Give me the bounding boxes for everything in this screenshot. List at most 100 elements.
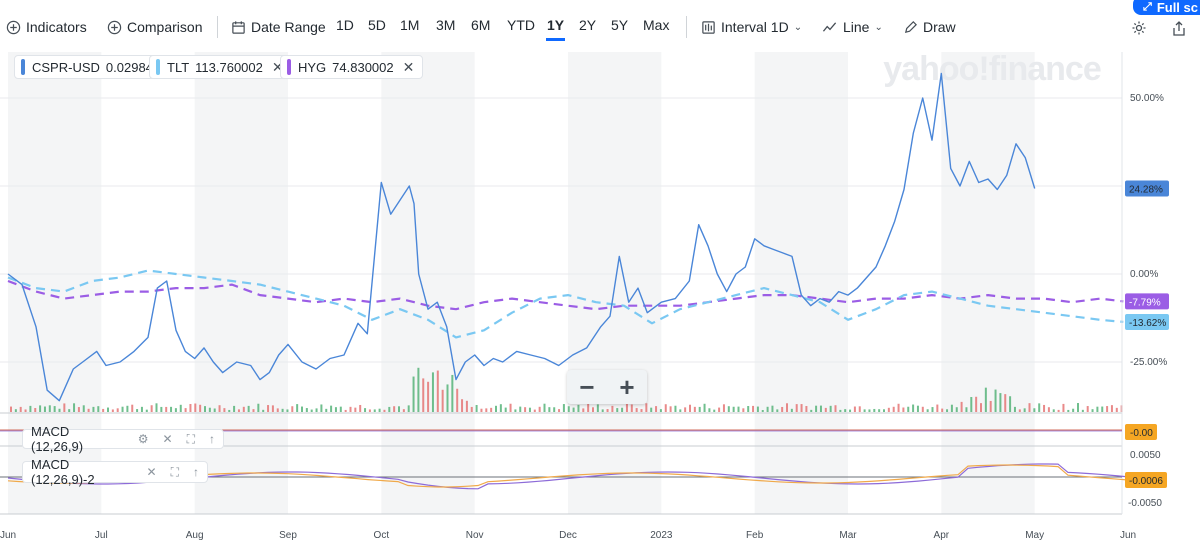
volume-bar <box>179 404 182 412</box>
legend-chip-tlt[interactable]: TLT 113.760002 ✕ <box>149 55 293 79</box>
close-icon[interactable]: ✕ <box>162 432 173 446</box>
range-1m-button[interactable]: 1M <box>400 17 420 33</box>
range-3m-button[interactable]: 3M <box>436 17 456 33</box>
volume-bar <box>475 404 478 412</box>
volume-bar <box>48 405 51 412</box>
share-button[interactable] <box>1171 20 1187 42</box>
volume-bar <box>87 408 90 412</box>
volume-bar <box>446 384 449 412</box>
toolbar-divider <box>217 16 218 38</box>
macd2-tick-top: 0.0050 <box>1130 450 1161 461</box>
volume-bar <box>1043 404 1046 412</box>
expand-icon[interactable]: ⛶ <box>186 431 195 446</box>
volume-bar <box>451 374 454 412</box>
volume-bar <box>601 409 604 412</box>
range-max-button[interactable]: Max <box>643 17 670 33</box>
chart-type-dropdown[interactable]: Line ⌄ <box>822 16 883 38</box>
volume-bar <box>121 406 124 412</box>
volume-bar <box>858 406 861 412</box>
volume-bar <box>786 403 788 412</box>
indicators-button[interactable]: Indicators <box>6 16 87 38</box>
range-6m-button[interactable]: 6M <box>471 17 491 33</box>
interval-label: Interval 1D <box>721 19 789 35</box>
volume-bar <box>684 407 687 412</box>
comparison-button[interactable]: Comparison <box>107 16 202 38</box>
x-tick-label: Jun <box>0 530 16 541</box>
close-icon[interactable]: ✕ <box>146 465 157 479</box>
volume-bar <box>669 406 672 412</box>
candles-icon <box>702 20 715 34</box>
volume-bar <box>140 406 143 412</box>
volume-bar <box>349 406 352 412</box>
volume-bar <box>630 404 633 412</box>
macd2-chip[interactable]: MACD (12,26,9)-2 ✕ ⛶ ↑ <box>22 457 208 487</box>
volume-bar <box>334 407 337 412</box>
volume-bar <box>1086 406 1089 412</box>
volume-bar <box>679 409 682 412</box>
close-icon[interactable]: ✕ <box>402 58 415 75</box>
volume-bar <box>1018 409 1021 412</box>
volume-bar <box>58 408 61 412</box>
volume-bar <box>742 408 745 412</box>
volume-bar <box>829 405 832 412</box>
range-ytd-button[interactable]: YTD <box>507 17 535 33</box>
volume-bar <box>960 401 963 412</box>
volume-bar <box>635 408 638 412</box>
volume-bar <box>92 406 95 412</box>
volume-bar <box>853 406 856 412</box>
expand-icon[interactable]: ⛶ <box>170 464 179 479</box>
volume-bar <box>907 406 910 412</box>
macd1-chip[interactable]: MACD (12,26,9) ⚙ ✕ ⛶ ↑ <box>22 424 224 454</box>
volume-bar <box>824 407 827 412</box>
end-tag-cspr-usd <box>1125 180 1169 197</box>
range-2y-button[interactable]: 2Y <box>579 17 597 33</box>
volume-bar <box>330 405 333 412</box>
volume-bar <box>698 406 701 412</box>
volume-bar <box>950 404 953 412</box>
plus-circle-icon <box>6 20 21 34</box>
volume-bar <box>693 406 696 412</box>
range-5d-button[interactable]: 5D <box>368 17 386 33</box>
volume-bar <box>752 405 755 412</box>
volume-bar <box>1096 406 1099 412</box>
volume-bar <box>291 406 294 412</box>
active-range-indicator <box>546 38 565 41</box>
close-icon[interactable]: ✕ <box>271 58 284 75</box>
volume-bar <box>892 406 895 412</box>
zoom-in-button[interactable]: + <box>619 371 635 402</box>
volume-bar <box>761 409 764 412</box>
volume-bar <box>10 406 12 412</box>
arrow-up-icon[interactable]: ↑ <box>193 465 199 479</box>
arrow-up-icon[interactable]: ↑ <box>209 432 215 446</box>
volume-bar <box>524 407 527 412</box>
fullscreen-button[interactable]: ⤢ Full sc <box>1133 0 1200 15</box>
legend-chip-cspr[interactable]: CSPR-USD 0.029846 <box>14 55 170 79</box>
volume-bar <box>621 407 624 412</box>
volume-bar <box>645 403 648 412</box>
volume-bar <box>878 409 881 412</box>
volume-bar <box>102 408 105 412</box>
volume-bar <box>24 409 27 412</box>
volume-bar <box>68 409 71 412</box>
volume-bar <box>145 409 148 412</box>
settings-button[interactable] <box>1131 20 1147 41</box>
range-5y-button[interactable]: 5Y <box>611 17 629 33</box>
legend-chip-hyg[interactable]: HYG 74.830002 ✕ <box>280 55 424 79</box>
volume-bar <box>504 407 507 412</box>
zoom-controls: − + <box>567 370 647 404</box>
date-range-button[interactable]: Date Range <box>231 16 326 38</box>
volume-bar <box>436 370 439 412</box>
gear-icon <box>1132 21 1146 35</box>
volume-bar <box>873 408 876 412</box>
zoom-out-button[interactable]: − <box>579 371 595 402</box>
interval-dropdown[interactable]: Interval 1D ⌄ <box>701 16 802 38</box>
volume-bar <box>204 406 206 412</box>
volume-bar <box>441 389 444 412</box>
draw-button[interactable]: Draw <box>903 16 956 38</box>
range-1y-button[interactable]: 1Y <box>547 17 565 33</box>
range-1d-button[interactable]: 1D <box>336 17 354 33</box>
volume-bar <box>659 409 662 412</box>
x-tick-label: 2023 <box>650 530 673 541</box>
settings-icon[interactable]: ⚙ <box>137 432 149 446</box>
volume-bar <box>965 407 968 412</box>
